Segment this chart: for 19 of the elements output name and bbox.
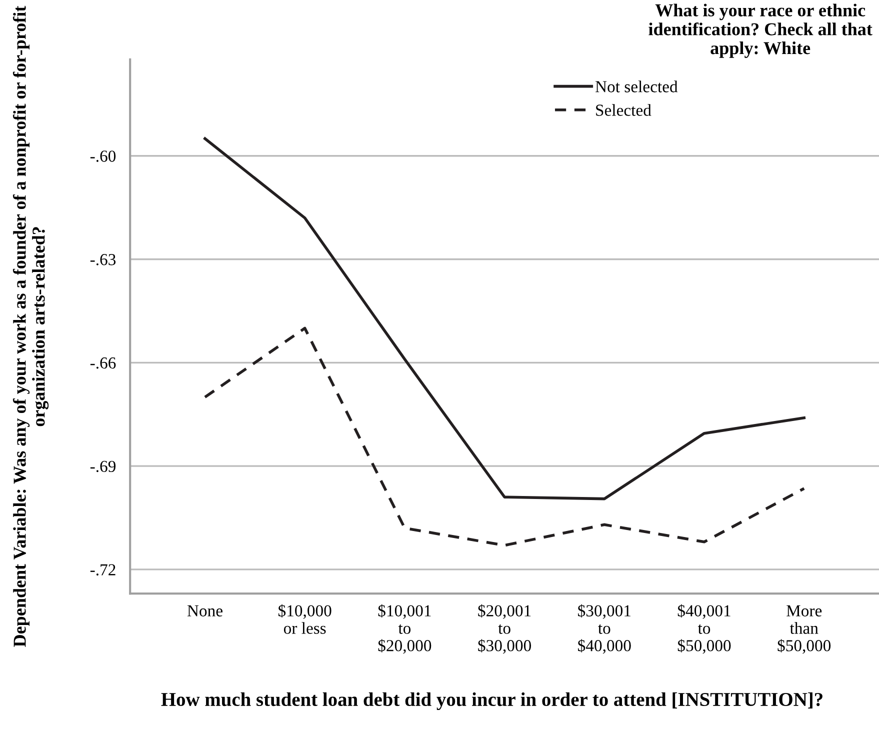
y-tick-label: -.60 (90, 150, 116, 162)
x-axis-title: How much student loan debt did you incur in order to attend [INSTITUTION]? (161, 692, 822, 710)
line-series (204, 137, 806, 500)
x-tick-label: $20,001 to $30,000 (478, 604, 531, 654)
y-axis-title: Dependent Variable: Was any of your work as a founder of a nonprofit or for-profit organization arts-related? (12, 6, 49, 647)
legend-label: Not selected (595, 80, 678, 92)
x-tick-label: $40,001 to $50,000 (678, 604, 731, 654)
x-tick-label: None (187, 605, 222, 616)
x-tick-label: More than $50,000 (778, 605, 831, 654)
y-tick-label: -.72 (90, 564, 116, 576)
y-tick-label: -.66 (90, 357, 116, 369)
legend-title: What is your race or ethnic identification? Check all that apply: White (648, 4, 872, 58)
y-tick-label: -.69 (90, 460, 116, 472)
legend-label: Selected (596, 104, 652, 116)
line-series (204, 326, 806, 547)
x-tick-label: $10,001 to $20,000 (378, 604, 432, 654)
y-tick-label: -.63 (90, 254, 116, 266)
x-tick-label: $10,000 or less (278, 604, 332, 634)
x-tick-label: $30,001 to $40,000 (578, 604, 631, 654)
